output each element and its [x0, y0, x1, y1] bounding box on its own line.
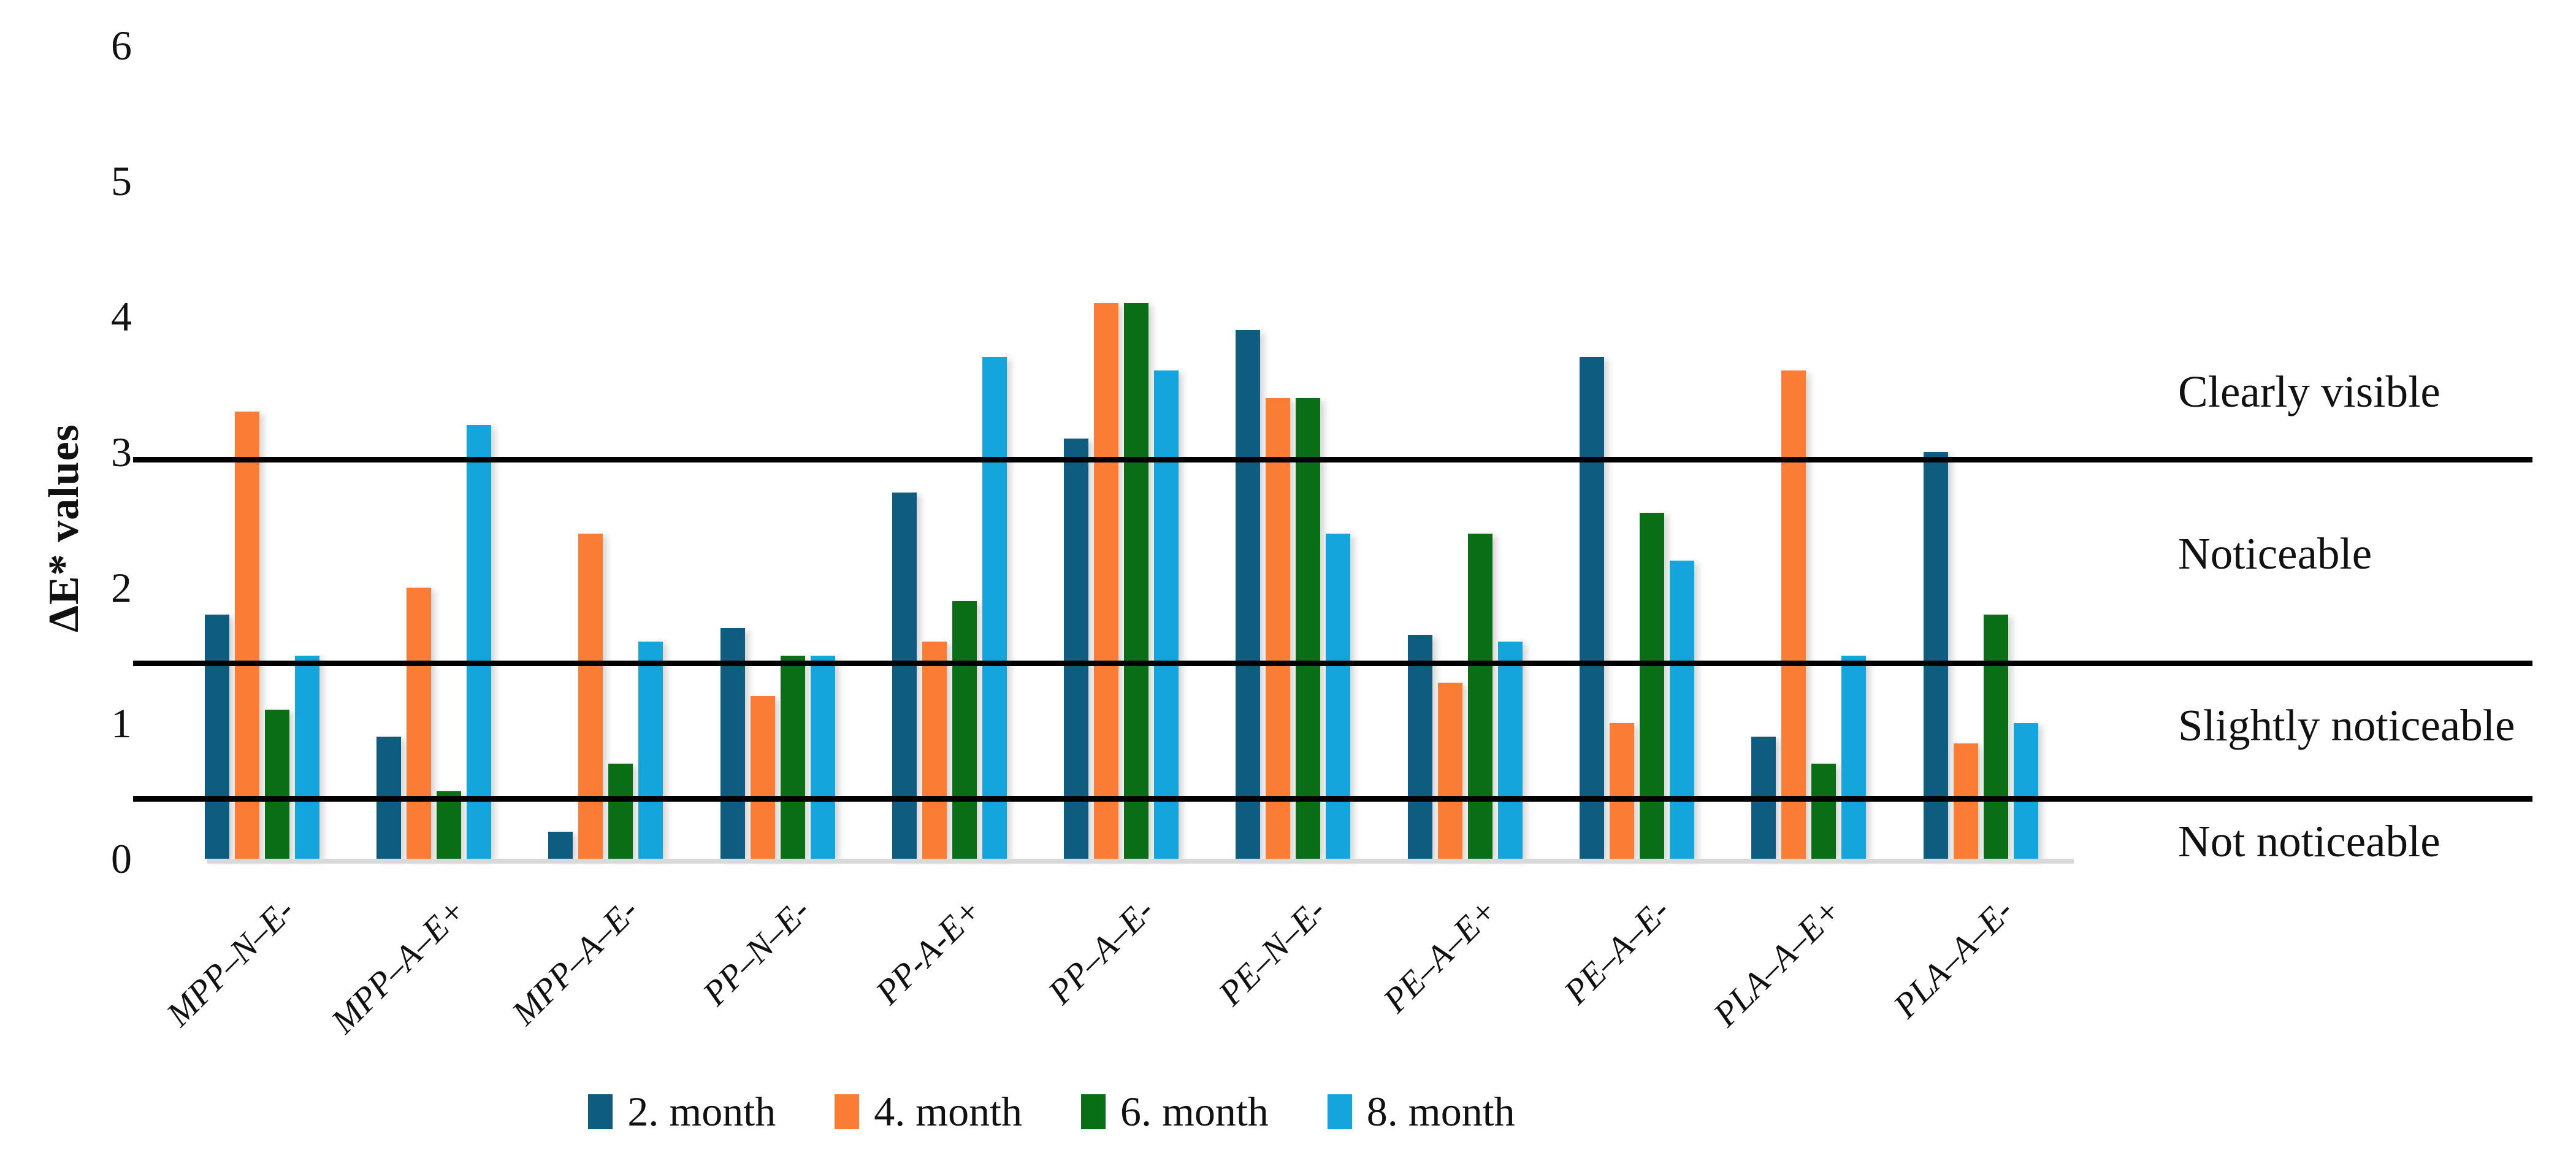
bar-8month-MPP–A–E-	[638, 642, 663, 859]
bar-6month-PP–N–E-	[780, 655, 805, 859]
y-tick-label-4: 4	[111, 293, 132, 340]
bar-8month-MPP–N–E-	[294, 655, 319, 859]
bar-4month-MPP–N–E-	[234, 411, 259, 859]
bar-2month-PLA–A–E-	[1923, 452, 1948, 859]
legend-swatch-icon	[1327, 1094, 1352, 1129]
bar-6month-PE–A–E+	[1467, 533, 1492, 859]
bar-2month-PE–A–E-	[1580, 357, 1605, 859]
bar-2month-MPP–N–E-	[204, 615, 229, 859]
bar-2month-PP–N–E-	[720, 628, 745, 859]
bar-4month-PP-A-E+	[922, 642, 947, 859]
y-tick-label-6: 6	[111, 22, 132, 69]
legend-item-8month: 8. month	[1327, 1087, 1515, 1136]
bar-6month-MPP–A–E-	[608, 764, 633, 859]
bar-6month-PLA–A–E-	[1983, 615, 2008, 859]
y-tick-label-5: 5	[111, 158, 132, 204]
bar-4month-PE–A–E+	[1437, 682, 1462, 859]
bar-8month-PP-A-E+	[982, 357, 1007, 859]
bar-4month-PLA–A–E+	[1781, 370, 1806, 859]
legend-label: 2. month	[627, 1088, 776, 1135]
legend-label: 6. month	[1120, 1088, 1269, 1135]
bar-4month-PP–N–E-	[750, 696, 775, 859]
bar-4month-PE–N–E-	[1266, 397, 1291, 859]
bar-8month-MPP–A–E+	[466, 424, 491, 859]
bar-8month-PLA–A–E-	[2013, 723, 2038, 859]
legend: 2. month 4. month 6. month 8. month	[0, 1087, 2103, 1136]
bar-2month-PP-A-E+	[892, 493, 917, 859]
band-label: Not noticeable	[2178, 816, 2440, 866]
y-tick-label-0: 0	[111, 835, 132, 882]
legend-label: 8. month	[1366, 1088, 1515, 1135]
threshold-line-1.5	[133, 660, 2532, 666]
legend-swatch-icon	[835, 1094, 860, 1129]
bar-8month-PE–A–E-	[1670, 560, 1695, 859]
bar-2month-PE–A–E+	[1407, 635, 1432, 859]
bar-4month-PP–A–E-	[1094, 302, 1119, 859]
legend-swatch-icon	[1081, 1094, 1106, 1129]
legend-item-4month: 4. month	[835, 1087, 1022, 1136]
legend-item-2month: 2. month	[588, 1087, 776, 1136]
bar-2month-MPP–A–E-	[548, 831, 573, 859]
threshold-line-0.5	[133, 796, 2532, 802]
bar-8month-PLA–A–E+	[1841, 655, 1867, 859]
band-label: Noticeable	[2178, 528, 2372, 578]
bar-6month-PLA–A–E+	[1811, 764, 1836, 859]
band-label: Clearly visible	[2178, 367, 2440, 416]
bar-6month-MPP–N–E-	[264, 709, 289, 859]
bar-6month-PE–N–E-	[1296, 397, 1321, 859]
x-axis-baseline	[207, 859, 2074, 864]
bar-8month-PE–A–E+	[1497, 642, 1523, 859]
bar-6month-PE–A–E-	[1640, 513, 1665, 859]
y-tick-label-2: 2	[111, 564, 132, 611]
bar-8month-PP–A–E-	[1154, 370, 1179, 859]
bar-6month-PP–A–E-	[1124, 302, 1149, 859]
bar-8month-PE–N–E-	[1326, 533, 1351, 859]
threshold-line-3	[133, 457, 2532, 462]
bar-4month-PE–A–E-	[1610, 723, 1635, 859]
bar-4month-MPP–A–E-	[578, 533, 603, 859]
bar-8month-PP–N–E-	[810, 655, 835, 859]
bar-2month-PP–A–E-	[1064, 438, 1089, 859]
legend-label: 4. month	[874, 1088, 1022, 1135]
bar-4month-MPP–A–E+	[406, 588, 431, 859]
y-tick-label-1: 1	[111, 700, 132, 746]
bar-2month-PE–N–E-	[1236, 330, 1261, 859]
legend-item-6month: 6. month	[1081, 1087, 1269, 1136]
band-label: Slightly noticeable	[2178, 700, 2515, 750]
bar-6month-PP-A-E+	[952, 601, 977, 859]
y-tick-label-3: 3	[111, 429, 132, 475]
bar-6month-MPP–A–E+	[436, 791, 461, 859]
legend-swatch-icon	[588, 1094, 613, 1129]
